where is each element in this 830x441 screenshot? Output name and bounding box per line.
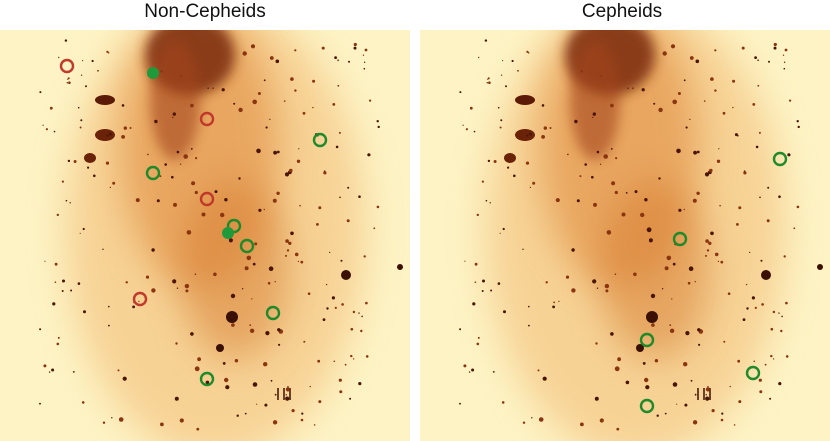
panel-title: Non-Cepheids — [144, 1, 265, 22]
markers-left — [59, 58, 328, 387]
panel-title: Cepheids — [582, 1, 662, 22]
image-panel — [420, 0, 830, 441]
markers-right — [639, 151, 788, 414]
